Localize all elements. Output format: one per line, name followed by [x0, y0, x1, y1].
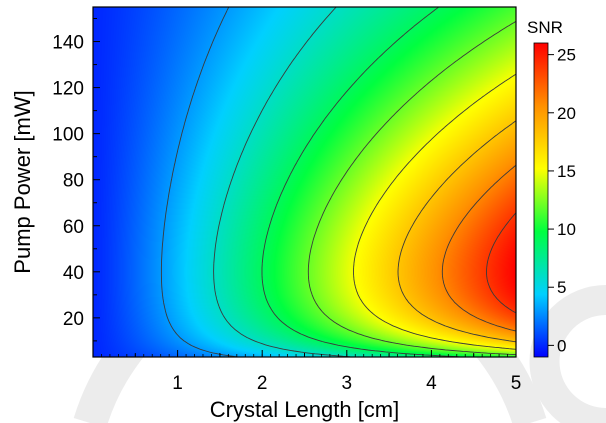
y-tick-label: 20 [63, 309, 84, 330]
y-axis-label: Pump Power [mW] [10, 90, 35, 273]
colorbar-tick-label: 15 [557, 162, 576, 181]
contour-line [441, 164, 517, 332]
x-tick-label: 5 [511, 373, 522, 394]
x-tick-label: 3 [342, 373, 353, 394]
y-tick-label: 140 [52, 33, 84, 54]
contour-line [261, 6, 465, 358]
colorbar-tick-label: 20 [557, 104, 576, 123]
y-tick-label: 60 [63, 217, 84, 238]
y-axis: 20 40 60 80 100 120 140 [52, 18, 100, 342]
y-tick-label: 80 [63, 171, 84, 192]
x-axis-label: Crystal Length [cm] [210, 397, 400, 422]
colorbar-tick-label: 0 [557, 336, 566, 355]
y-tick-label: 100 [52, 125, 84, 146]
colorbar-label: SNR [527, 18, 563, 37]
colorbar-gradient [533, 42, 549, 358]
contour-line [307, 20, 517, 356]
contour-line [397, 120, 517, 343]
x-tick-label: 2 [257, 373, 268, 394]
snr-contour-lines [160, 6, 517, 358]
colorbar-tick-label: 25 [557, 46, 576, 65]
heatmap-image [93, 7, 516, 357]
colorbar-tick-label: 5 [557, 278, 566, 297]
snr-heatmap [93, 7, 516, 357]
y-tick-label: 40 [63, 263, 84, 284]
colorbar-tick-label: 10 [557, 220, 576, 239]
contour-line [213, 6, 354, 358]
x-axis: 1 2 3 4 5 [92, 350, 522, 394]
x-tick-label: 4 [426, 373, 437, 394]
colorbar: 0 5 10 15 20 25 [533, 42, 576, 358]
y-tick-label: 120 [52, 79, 84, 100]
x-tick-label: 1 [172, 373, 183, 394]
contour-line [486, 212, 517, 314]
contour-line [160, 6, 239, 358]
